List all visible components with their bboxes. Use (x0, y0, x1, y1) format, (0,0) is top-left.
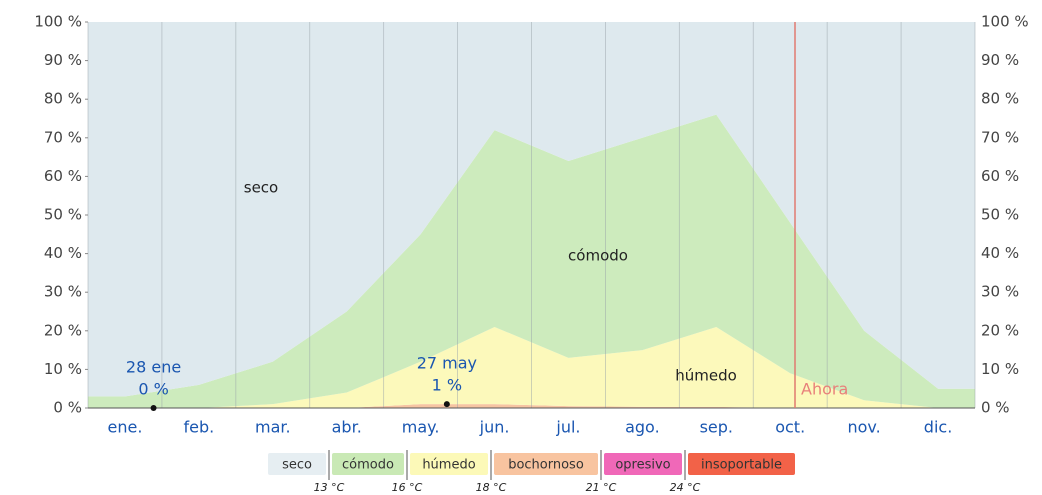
y-tick-label: 90 % (44, 51, 82, 69)
y2-tick-label: 30 % (981, 283, 1019, 301)
legend-swatch (410, 453, 488, 475)
y-tick-label: 40 % (44, 244, 82, 262)
y-tick-label: 0 % (53, 399, 82, 417)
annotation-date: 27 may (417, 354, 477, 373)
region-label: cómodo (568, 247, 628, 265)
y2-tick-label: 10 % (981, 360, 1019, 378)
annotation-point (443, 401, 450, 408)
y-tick-label: 30 % (44, 283, 82, 301)
legend-label: bochornoso (508, 458, 584, 473)
y2-tick-label: 80 % (981, 90, 1019, 108)
x-tick-label: oct. (775, 418, 805, 437)
legend-swatch (494, 453, 598, 475)
y2-tick-label: 60 % (981, 167, 1019, 185)
x-tick-label: dic. (924, 418, 952, 437)
x-tick-label: ene. (107, 418, 142, 437)
threshold-label: 21 °C (586, 481, 617, 494)
y-tick-label: 80 % (44, 90, 82, 108)
y-tick-label: 20 % (44, 321, 82, 339)
x-tick-label: abr. (332, 418, 362, 437)
y2-tick-label: 70 % (981, 128, 1019, 146)
y2-tick-label: 50 % (981, 206, 1019, 224)
legend-label: húmedo (422, 458, 475, 473)
x-tick-label: mar. (255, 418, 291, 437)
region-label: húmedo (675, 367, 737, 385)
x-tick-label: ago. (625, 418, 660, 437)
y-tick-label: 100 % (34, 13, 82, 31)
legend-label: opresivo (615, 458, 670, 473)
annotation-value: 0 % (138, 380, 168, 399)
x-tick-label: sep. (700, 418, 733, 437)
y-tick-label: 70 % (44, 128, 82, 146)
now-label: Ahora (801, 380, 848, 399)
region-label: seco (244, 179, 278, 197)
y-tick-label: 60 % (44, 167, 82, 185)
threshold-label: 18 °C (476, 481, 507, 494)
y-tick-label: 10 % (44, 360, 82, 378)
legend-swatch (332, 453, 404, 475)
y2-tick-label: 100 % (981, 13, 1029, 31)
threshold-label: 13 °C (314, 481, 345, 494)
legend-swatch (604, 453, 682, 475)
threshold-label: 24 °C (670, 481, 701, 494)
annotation-value: 1 % (432, 376, 462, 395)
legend-label: insoportable (701, 458, 782, 473)
legend-label: cómodo (342, 458, 394, 473)
annotation-point (150, 405, 157, 411)
y2-tick-label: 20 % (981, 321, 1019, 339)
x-tick-label: nov. (848, 418, 881, 437)
x-tick-label: feb. (184, 418, 215, 437)
legend-label: seco (282, 458, 312, 473)
x-tick-label: may. (402, 418, 440, 437)
y-tick-label: 50 % (44, 206, 82, 224)
x-tick-label: jun. (479, 418, 510, 437)
legend-swatch (268, 453, 326, 475)
y2-tick-label: 40 % (981, 244, 1019, 262)
y2-tick-label: 90 % (981, 51, 1019, 69)
annotation-date: 28 ene (126, 358, 181, 377)
x-tick-label: jul. (555, 418, 580, 437)
threshold-label: 16 °C (392, 481, 423, 494)
legend-swatch (688, 453, 795, 475)
y2-tick-label: 0 % (981, 399, 1010, 417)
